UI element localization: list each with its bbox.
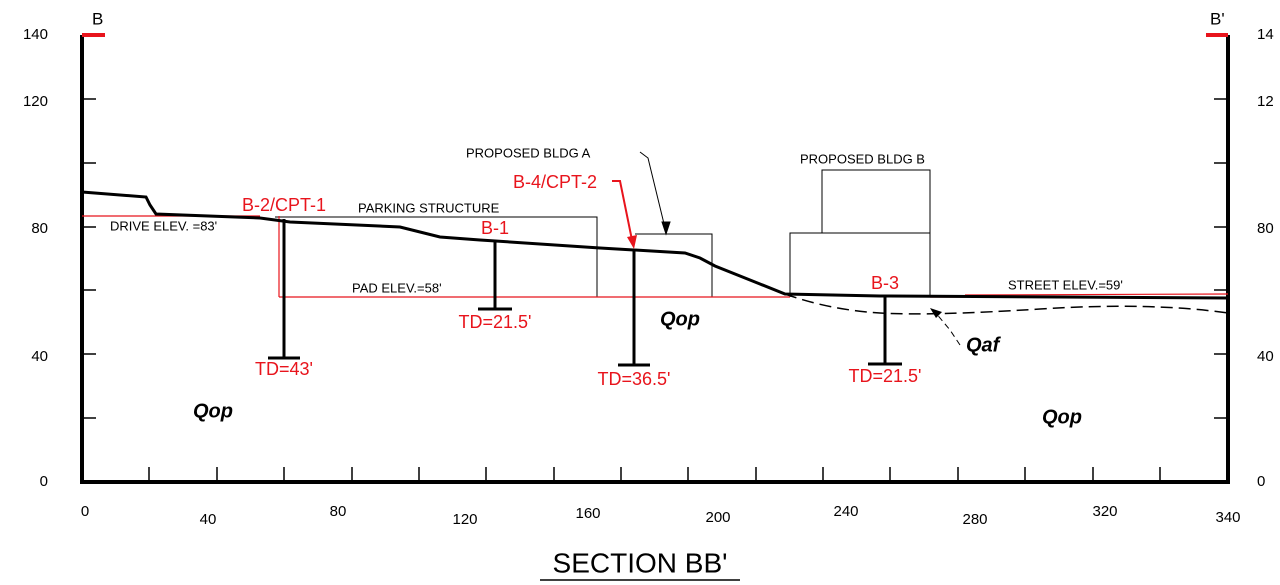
- y-tick-label: 0: [1257, 473, 1265, 490]
- ground-surface: [81, 190, 1229, 300]
- x-tick-label: 80: [330, 503, 347, 520]
- boring-name: B-4/CPT-2: [513, 172, 597, 192]
- x-tick-label: 320: [1092, 503, 1117, 520]
- qaf-leader: [930, 308, 961, 346]
- parking-label: PARKING STRUCTURE: [358, 200, 500, 215]
- y-tick-label: 40: [1257, 348, 1274, 365]
- x-tick-label: 200: [705, 509, 730, 526]
- boring-name: B-1: [481, 218, 509, 238]
- section-end: B': [1210, 9, 1225, 28]
- borings: [268, 219, 902, 367]
- structures: [275, 151, 931, 297]
- boring-depth: TD=36.5': [598, 369, 671, 389]
- y-tick-label: 80: [1257, 220, 1274, 237]
- x-tick-label: 280: [962, 511, 987, 528]
- boring-depth: TD=21.5': [459, 312, 532, 332]
- y-tick-label: 0: [40, 473, 48, 490]
- x-tick-label: 40: [200, 511, 217, 528]
- pad-elevation: PAD ELEV.=58': [352, 280, 442, 295]
- x-tick-label: 340: [1215, 509, 1240, 526]
- y-tick-label: 12: [1257, 93, 1274, 110]
- boring-leader: [612, 180, 633, 241]
- bldg-a-label: PROPOSED BLDG A: [466, 145, 591, 160]
- boring-depth: TD=21.5': [849, 366, 922, 386]
- y-tick-label: 140: [23, 26, 48, 43]
- street-elevation: STREET ELEV.=59': [1008, 277, 1123, 292]
- boring-arrow: [627, 235, 637, 249]
- x-tick-label: 120: [452, 511, 477, 528]
- section-title: SECTION BB': [553, 547, 728, 578]
- bldg-b-label: PROPOSED BLDG B: [800, 151, 925, 166]
- boring-depth: TD=43': [255, 359, 313, 379]
- y-tick-label: 14: [1257, 26, 1274, 43]
- unit-label: Qop: [660, 308, 700, 330]
- x-tick-label: 240: [833, 503, 858, 520]
- x-tick-label: 160: [575, 505, 600, 522]
- y-tick-label: 80: [31, 220, 48, 237]
- unit-label: Qop: [1042, 406, 1082, 428]
- unit-label: Qop: [193, 400, 233, 422]
- section-start: B: [92, 9, 103, 28]
- boring-name: B-3: [871, 273, 899, 293]
- unit-label: Qaf: [966, 334, 1002, 356]
- qaf-contact: [784, 293, 1229, 315]
- drive-elevation: DRIVE ELEV. =83': [110, 218, 217, 233]
- y-tick-label: 120: [23, 93, 48, 110]
- x-tick-label: 0: [81, 503, 89, 520]
- y-tick-label: 40: [31, 348, 48, 365]
- frame: [80, 33, 1230, 484]
- boring-name: B-2/CPT-1: [242, 195, 326, 215]
